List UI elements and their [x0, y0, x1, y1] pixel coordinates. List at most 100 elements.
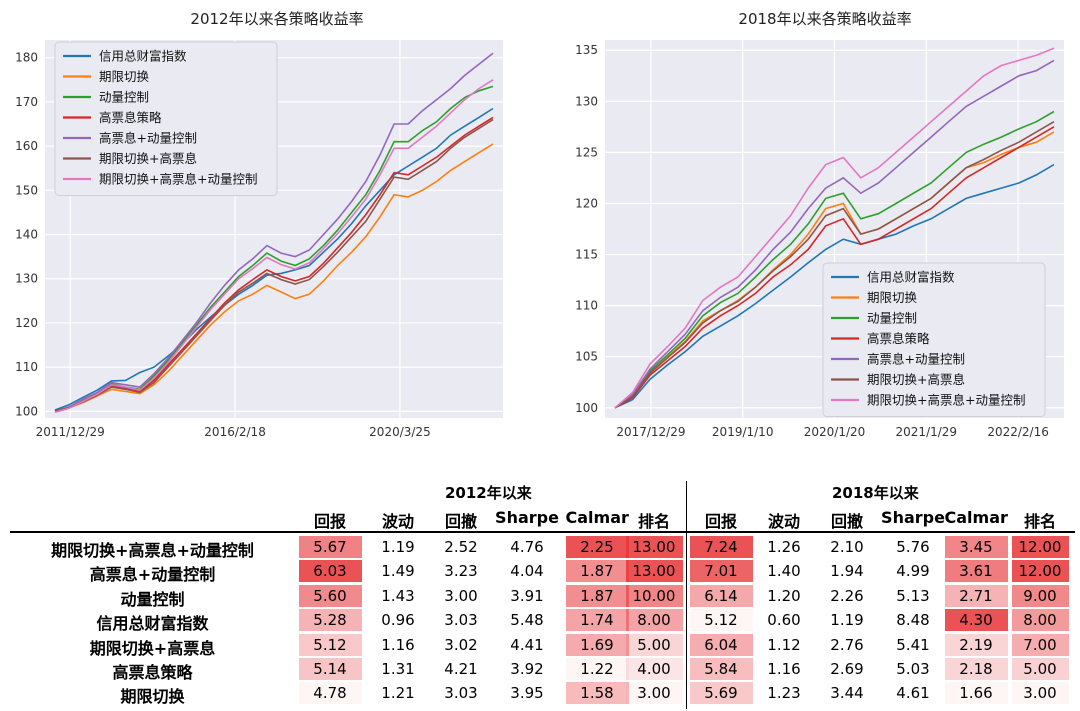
table-cell: 5.67 — [298, 536, 362, 558]
c2-series-line-0 — [614, 163, 1055, 409]
c1-series-line-4 — [54, 52, 494, 413]
c2-xtick-label: 2021/1/29 — [896, 425, 958, 439]
table-cell: 1.19 — [830, 611, 864, 630]
table-cell: 1.43 — [381, 586, 415, 605]
table-cell: 1.26 — [767, 538, 801, 556]
table-cell: 10.00 — [625, 584, 683, 607]
table-cell: 4.30 — [944, 609, 1008, 632]
column-header: 排名 — [1023, 512, 1056, 531]
c2-ytick-label: 105 — [575, 350, 598, 364]
table-cell: 7.01 — [689, 560, 753, 583]
table-cell: 5.13 — [896, 586, 930, 605]
header-rule — [10, 531, 1075, 533]
c2-xtick-label: 2017/12/29 — [616, 425, 685, 439]
c1-legend-label: 高票息策略 — [99, 110, 162, 125]
table-cell: 3.95 — [510, 684, 544, 703]
table-cell: 5.12 — [689, 609, 753, 632]
c1-ytick-label: 110 — [15, 360, 38, 374]
c2-ytick-label: 125 — [575, 145, 598, 159]
c1-series-line-3 — [54, 116, 494, 412]
table-cell: 5.28 — [298, 609, 362, 632]
table-cell: 5.00 — [625, 633, 683, 656]
table-cell: 5.03 — [896, 660, 930, 678]
c2-ytick-label: 110 — [575, 299, 598, 313]
table-cell: 3.61 — [944, 560, 1008, 583]
table-cell: 1.74 — [565, 609, 629, 632]
chart1-title: 2012年以来各策略收益率 — [190, 10, 364, 28]
table-cell: 3.00 — [625, 682, 683, 705]
chart-2018: 100 105 110 115 120 125 130 135 2017/12/29 2019/1… — [575, 40, 1064, 439]
column-header: 波动 — [381, 512, 414, 531]
c1-ytick-label: 170 — [15, 95, 38, 109]
column-header: Calmar — [565, 508, 629, 527]
c1-ytick-label: 130 — [15, 272, 38, 286]
table-cell: 8.00 — [1011, 609, 1069, 632]
c2-series-line-5 — [614, 121, 1055, 409]
c1-xtick-label: 2020/3/25 — [369, 425, 431, 439]
table-cell: 1.58 — [565, 682, 629, 705]
table-cell: 1.23 — [767, 684, 801, 703]
c2-xtick-label: 2020/1/20 — [804, 425, 866, 439]
table-cell: 2.25 — [565, 536, 629, 558]
table-cell: 3.44 — [830, 684, 864, 703]
c2-legend-label: 高票息策略 — [867, 331, 930, 346]
c2-legend-label: 期限切换+高票息 — [867, 372, 965, 387]
column-header: 回撤 — [830, 512, 863, 531]
c2-legend-label: 信用总财富指数 — [867, 270, 955, 285]
c2-ytick-label: 130 — [575, 94, 598, 108]
table-row-label: 信用总财富指数 — [96, 614, 209, 634]
table-cell: 1.16 — [381, 635, 415, 654]
c1-legend-label: 高票息+动量控制 — [99, 131, 197, 146]
table-cell: 1.66 — [944, 682, 1008, 705]
table-cell: 7.24 — [689, 536, 753, 558]
c1-legend-label: 期限切换+高票息 — [99, 151, 197, 166]
table-cell: 7.00 — [1011, 633, 1069, 656]
c1-legend-label: 期限切换+高票息+动量控制 — [99, 172, 257, 187]
period-divider — [686, 481, 687, 709]
table-row-label: 期限切换 — [120, 687, 185, 707]
c1-series-line-1 — [54, 143, 494, 413]
table-cell: 9.00 — [1011, 584, 1069, 607]
c2-ytick-label: 100 — [575, 401, 598, 415]
table-cell: 8.00 — [625, 609, 683, 632]
table-cell: 1.22 — [565, 658, 629, 680]
c1-legend-label: 信用总财富指数 — [99, 49, 187, 64]
c2-series-line-3 — [614, 126, 1055, 409]
table-cell: 4.76 — [510, 538, 544, 556]
c1-series-line-5 — [54, 118, 494, 413]
c2-ytick-label: 135 — [575, 43, 598, 57]
table-row-label: 期限切换+高票息+动量控制 — [51, 541, 254, 560]
table-cell: 0.96 — [381, 611, 415, 630]
c1-xtick-label: 2016/2/18 — [204, 425, 266, 439]
c1-series-line-0 — [54, 107, 494, 411]
table-cell: 2.10 — [830, 538, 864, 556]
column-header: 回报 — [313, 512, 346, 531]
table-cell: 3.23 — [444, 562, 478, 581]
c2-legend — [822, 262, 1046, 417]
c1-ytick-label: 180 — [15, 51, 38, 65]
table-row-label: 动量控制 — [120, 589, 185, 609]
table-cell: 1.12 — [767, 635, 801, 654]
table-cell: 4.78 — [298, 682, 362, 705]
table-cell: 2.71 — [944, 584, 1008, 607]
table-cell: 3.91 — [510, 586, 544, 605]
table-cell: 5.41 — [896, 635, 930, 654]
column-header: Sharpe — [881, 508, 945, 527]
table-cell: 1.94 — [830, 562, 864, 581]
table-cell: 4.00 — [625, 658, 683, 680]
table-cell: 1.19 — [381, 538, 415, 556]
c2-legend-label: 动量控制 — [867, 311, 917, 326]
table-cell: 5.48 — [510, 611, 544, 630]
chart2-title: 2018年以来各策略收益率 — [738, 10, 912, 28]
table-cell: 2.52 — [444, 538, 478, 556]
stats-table: 2012年以来 2018年以来 回报 波动 回撤 Sharpe Calmar 排名 回报 波动… — [0, 478, 1080, 711]
column-header: Sharpe — [495, 508, 559, 527]
column-header: 回报 — [704, 512, 737, 531]
table-cell: 1.87 — [565, 560, 629, 583]
c1-series-line-6 — [54, 79, 494, 414]
table-cell: 1.49 — [381, 562, 415, 581]
table-cell: 2.18 — [944, 658, 1008, 680]
c1-legend — [54, 41, 278, 196]
column-header: Calmar — [944, 508, 1008, 527]
table-cell: 2.26 — [830, 586, 864, 605]
